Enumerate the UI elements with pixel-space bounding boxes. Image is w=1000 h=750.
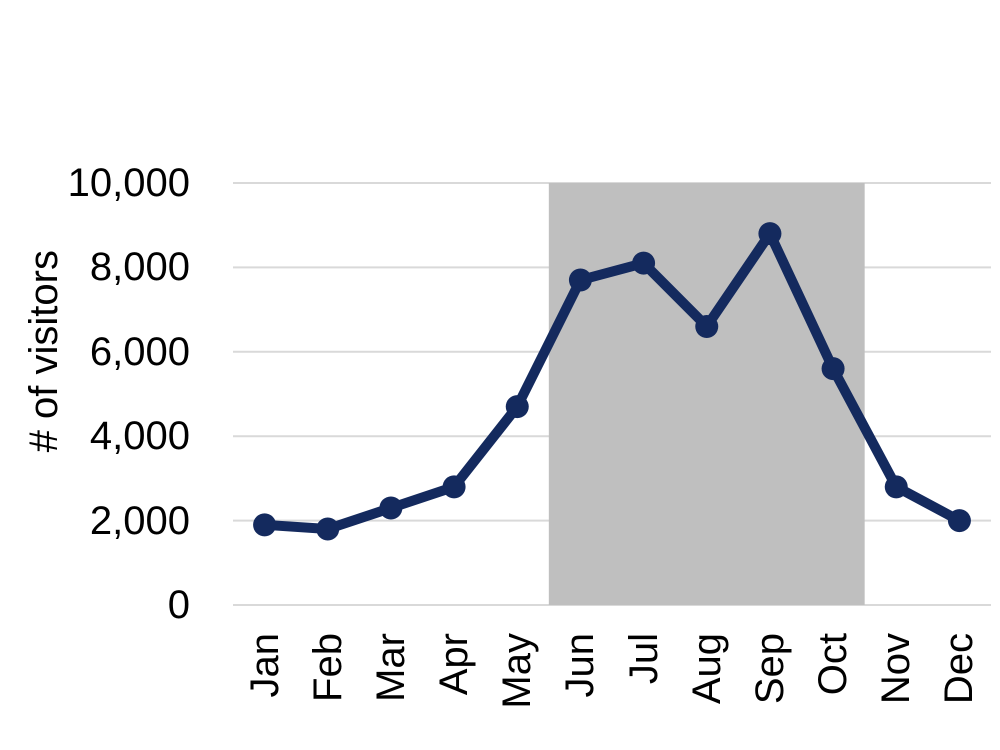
y-tick-label: 10,000 <box>67 161 190 205</box>
plot-area <box>233 182 991 606</box>
data-point-feb <box>316 517 340 541</box>
data-point-oct <box>821 357 845 381</box>
data-point-dec <box>947 509 971 533</box>
x-tick-label-nov: Nov <box>874 633 919 705</box>
data-point-mar <box>379 496 403 520</box>
y-tick-label: 6,000 <box>89 329 190 374</box>
data-point-aug <box>695 314 719 338</box>
x-tick-label-sep: Sep <box>747 633 792 705</box>
x-tick-label-feb: Feb <box>305 633 350 702</box>
data-point-jun <box>568 268 592 292</box>
x-tick-label-dec: Dec <box>937 633 982 705</box>
data-point-may <box>505 395 529 419</box>
x-tick-label-jan: Jan <box>242 633 287 698</box>
data-point-nov <box>884 475 908 499</box>
x-tick-label-may: May <box>495 633 540 709</box>
data-point-jan <box>253 513 277 537</box>
x-tick-label-mar: Mar <box>368 633 413 702</box>
x-tick-label-oct: Oct <box>811 633 856 696</box>
x-tick-label-aug: Aug <box>684 633 729 705</box>
y-axis-title: # of visitors <box>22 250 66 453</box>
x-tick-label-jul: Jul <box>621 633 666 685</box>
y-tick-label: 8,000 <box>89 245 190 290</box>
x-tick-label-apr: Apr <box>432 633 477 696</box>
x-tick-label-jun: Jun <box>558 633 603 698</box>
y-tick-label: 2,000 <box>89 498 190 543</box>
y-tick-label: 0 <box>167 583 190 627</box>
y-tick-label: 4,000 <box>89 414 190 459</box>
data-point-sep <box>758 222 782 246</box>
data-point-apr <box>442 475 466 499</box>
highlight-band <box>548 183 865 605</box>
data-point-jul <box>632 251 656 275</box>
